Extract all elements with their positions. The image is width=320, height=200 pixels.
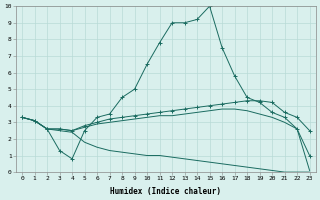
X-axis label: Humidex (Indice chaleur): Humidex (Indice chaleur)	[110, 187, 221, 196]
